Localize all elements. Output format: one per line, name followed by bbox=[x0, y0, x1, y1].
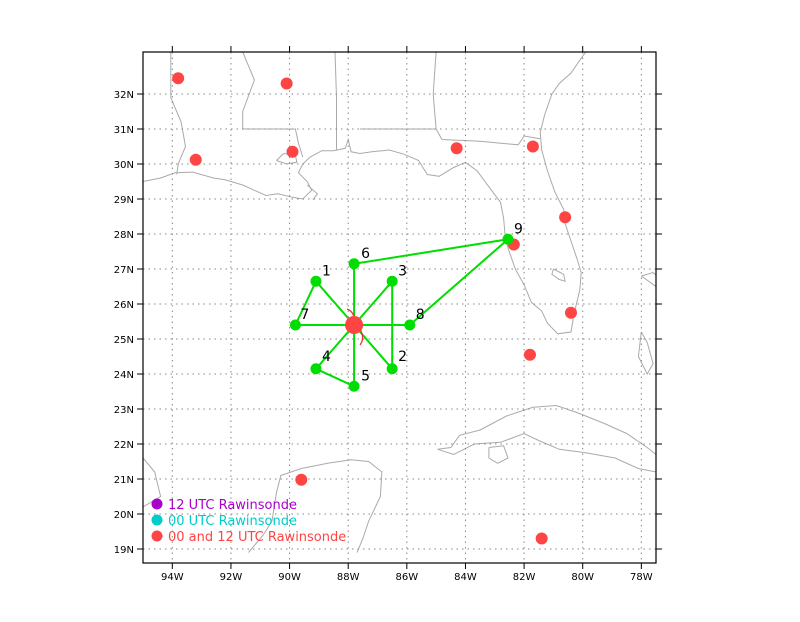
legend-marker bbox=[152, 531, 163, 542]
rawinsonde-station bbox=[559, 211, 571, 223]
lon-tick-label: 92W bbox=[220, 572, 243, 583]
lat-tick-label: 21N bbox=[114, 475, 134, 486]
rawinsonde-station bbox=[565, 307, 577, 319]
lon-tick-label: 90W bbox=[278, 572, 301, 583]
rawinsonde-station bbox=[295, 474, 307, 486]
dropsonde-marker bbox=[310, 276, 321, 287]
state-border bbox=[171, 52, 186, 175]
lat-tick-label: 20N bbox=[114, 510, 134, 521]
dropsonde-label: 1 bbox=[322, 263, 331, 279]
legend-label: 00 and 12 UTC Rawinsonde bbox=[168, 530, 346, 545]
coastline bbox=[489, 446, 508, 464]
state-border bbox=[360, 52, 436, 129]
rawinsonde-station bbox=[536, 533, 548, 545]
dropsonde-marker bbox=[349, 381, 360, 392]
dropsonde-label: 7 bbox=[300, 307, 309, 323]
dropsonde-label: 3 bbox=[398, 263, 407, 279]
dropsonde-label: 2 bbox=[398, 349, 407, 365]
coastline bbox=[438, 406, 665, 473]
lat-tick-label: 32N bbox=[114, 90, 134, 101]
rawinsonde-station bbox=[451, 142, 463, 154]
legend-marker bbox=[152, 515, 163, 526]
lon-tick-label: 88W bbox=[337, 572, 360, 583]
dropsonde-label: 8 bbox=[416, 307, 425, 323]
lon-tick-label: 80W bbox=[571, 572, 594, 583]
dropsonde-label: 4 bbox=[322, 349, 331, 365]
dropsonde-marker bbox=[290, 320, 301, 331]
lon-tick-label: 82W bbox=[513, 572, 536, 583]
rawinsonde-station bbox=[190, 154, 202, 166]
legend-marker bbox=[152, 499, 163, 510]
lat-tick-label: 24N bbox=[114, 370, 134, 381]
lat-tick-label: 28N bbox=[114, 230, 134, 241]
dropsonde-marker bbox=[387, 363, 398, 374]
dropsonde-label: 6 bbox=[361, 246, 370, 262]
coastline bbox=[552, 269, 565, 281]
state-border bbox=[436, 129, 540, 145]
storm-center-marker bbox=[345, 316, 363, 334]
rawinsonde-station bbox=[281, 78, 293, 90]
legend-label: 12 UTC Rawinsonde bbox=[168, 498, 297, 513]
coastline bbox=[638, 332, 653, 374]
rawinsonde-station bbox=[172, 72, 184, 84]
lon-tick-label: 84W bbox=[454, 572, 477, 583]
state-border bbox=[335, 52, 337, 150]
lat-tick-label: 22N bbox=[114, 440, 134, 451]
dropsonde-label: 9 bbox=[514, 221, 523, 237]
lat-tick-label: 29N bbox=[114, 195, 134, 206]
rawinsonde-station bbox=[527, 141, 539, 153]
map-layer: 1 2 3 4 5 6 7 8 9 bbox=[143, 52, 665, 563]
lat-tick-label: 31N bbox=[114, 125, 134, 136]
dropsonde-label: 5 bbox=[361, 368, 370, 384]
state-border bbox=[243, 52, 303, 157]
lat-tick-label: 25N bbox=[114, 335, 134, 346]
coastline bbox=[641, 273, 665, 287]
dropsonde-marker bbox=[387, 276, 398, 287]
lon-tick-label: 86W bbox=[396, 572, 419, 583]
dropsonde-marker bbox=[310, 363, 321, 374]
lat-tick-label: 27N bbox=[114, 265, 134, 276]
lon-tick-label: 78W bbox=[630, 572, 653, 583]
rawinsonde-station bbox=[287, 146, 299, 158]
lat-tick-label: 26N bbox=[114, 300, 134, 311]
lat-tick-label: 19N bbox=[114, 545, 134, 556]
legend-label: 00 UTC Rawinsonde bbox=[168, 514, 297, 529]
coastline bbox=[307, 185, 317, 200]
dropsonde-marker bbox=[502, 234, 513, 245]
lat-tick-label: 23N bbox=[114, 405, 134, 416]
dropsonde-marker bbox=[349, 258, 360, 269]
dropsonde-marker bbox=[404, 320, 415, 331]
rawinsonde-station bbox=[524, 349, 536, 361]
lat-tick-label: 30N bbox=[114, 160, 134, 171]
lon-tick-label: 94W bbox=[161, 572, 184, 583]
